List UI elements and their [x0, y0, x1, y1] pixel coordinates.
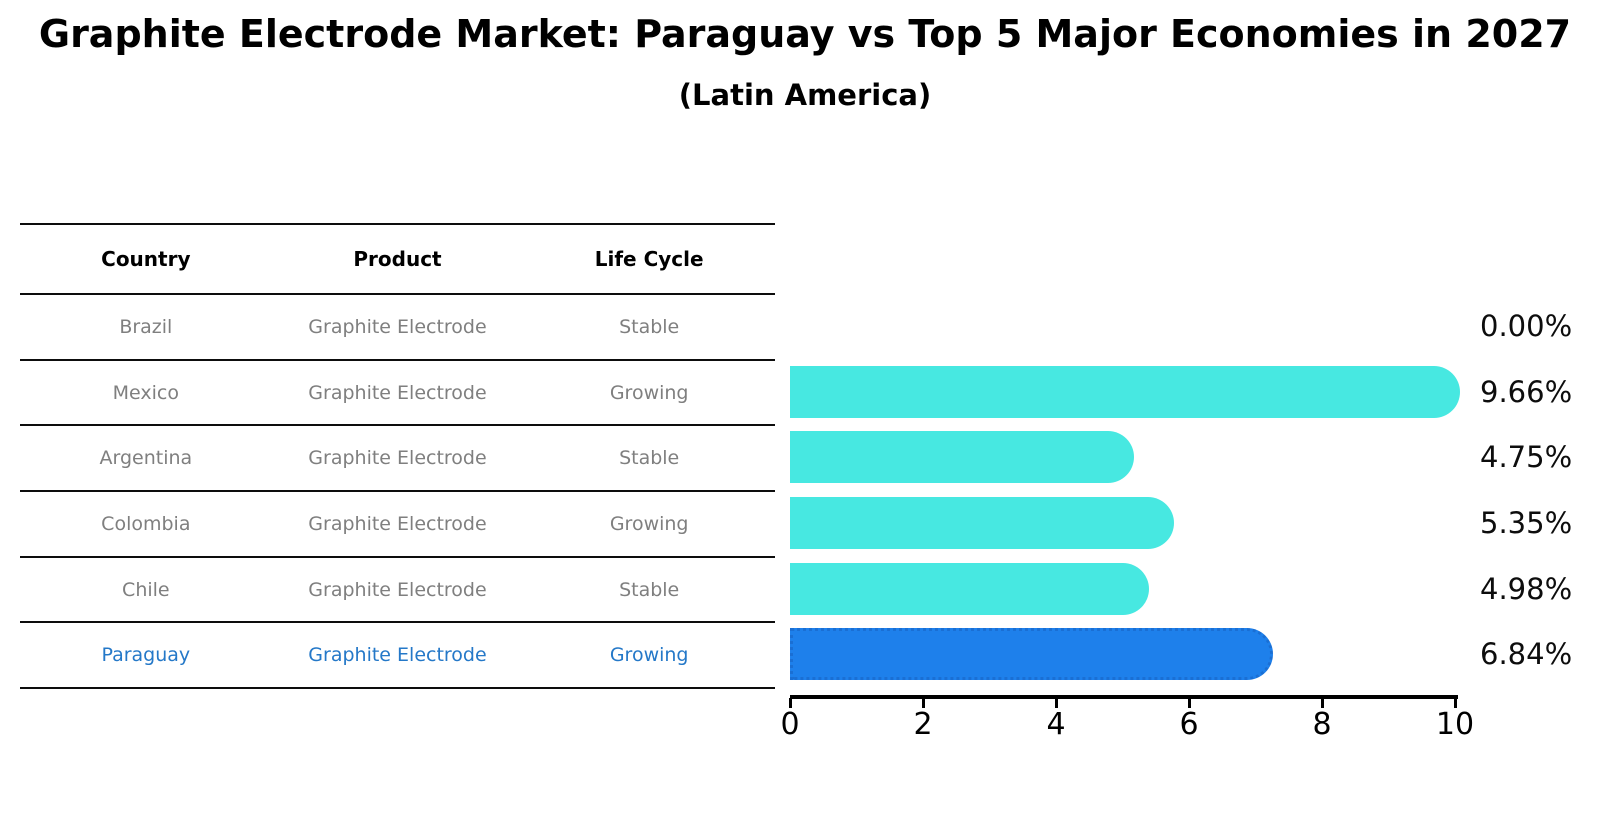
x-tick-label-0: 0	[780, 707, 800, 742]
cell-life-cycle-paraguay: Growing	[609, 644, 689, 667]
table-row-chile: Chile Graphite Electrode Stable	[20, 558, 775, 624]
cell-life-cycle-colombia: Growing	[609, 512, 689, 535]
value-label-brazil: 0.00%	[1480, 308, 1573, 343]
x-tick-10	[1453, 698, 1457, 708]
cell-product-brazil: Graphite Electrode	[308, 315, 487, 338]
cell-product-chile: Graphite Electrode	[308, 578, 487, 601]
value-label-mexico: 9.66%	[1480, 374, 1573, 409]
chart-subtitle: (Latin America)	[678, 78, 932, 112]
x-tick-8	[1320, 698, 1324, 708]
table-header-row: Country Product Life Cycle	[20, 223, 775, 295]
column-header-product: Product	[353, 247, 442, 271]
table-row-colombia: Colombia Graphite Electrode Growing	[20, 492, 775, 558]
cell-country-paraguay: Paraguay	[101, 644, 191, 667]
value-label-chile: 4.98%	[1480, 571, 1573, 606]
cell-country-chile: Chile	[122, 578, 170, 601]
x-axis-line	[790, 695, 1458, 699]
chart-title: Graphite Electrode Market: Paraguay vs T…	[38, 12, 1572, 56]
value-label-argentina: 4.75%	[1480, 440, 1573, 475]
table-body: Brazil Graphite Electrode Stable Mexico Grap…	[20, 295, 775, 690]
table-row-argentina: Argentina Graphite Electrode Stable	[20, 426, 775, 493]
bar-mexico	[790, 365, 1461, 418]
bar-colombia	[790, 496, 1174, 549]
cell-life-cycle-argentina: Stable	[619, 447, 680, 470]
table-row-mexico: Mexico Graphite Electrode Growing	[20, 361, 775, 427]
cell-life-cycle-brazil: Stable	[619, 315, 680, 338]
cell-country-argentina: Argentina	[99, 447, 193, 470]
bar-paraguay	[790, 628, 1273, 681]
bar-argentina	[790, 431, 1134, 484]
cell-life-cycle-mexico: Growing	[609, 381, 689, 404]
table-row-brazil: Brazil Graphite Electrode Stable	[20, 295, 775, 361]
x-tick-4	[1054, 698, 1058, 708]
value-label-colombia: 5.35%	[1480, 505, 1573, 540]
cell-country-colombia: Colombia	[101, 512, 191, 535]
column-header-life-cycle: Life Cycle	[594, 247, 704, 271]
column-header-country: Country	[101, 247, 191, 271]
cell-product-argentina: Graphite Electrode	[308, 447, 487, 470]
cell-product-paraguay: Graphite Electrode	[308, 644, 487, 667]
x-tick-label-6: 6	[1179, 707, 1199, 742]
cell-country-brazil: Brazil	[119, 315, 173, 338]
x-tick-label-8: 8	[1312, 707, 1332, 742]
cell-life-cycle-chile: Stable	[619, 578, 680, 601]
cell-product-mexico: Graphite Electrode	[308, 381, 487, 404]
country-table: Country Product Life Cycle Brazil Graphite …	[20, 223, 775, 690]
x-tick-6	[1187, 698, 1191, 708]
x-tick-label-2: 2	[913, 707, 933, 742]
x-tick-0	[788, 698, 792, 708]
x-tick-label-4: 4	[1046, 707, 1066, 742]
value-label-paraguay: 6.84%	[1480, 637, 1573, 672]
cell-country-mexico: Mexico	[112, 381, 179, 404]
cell-product-colombia: Graphite Electrode	[308, 512, 487, 535]
x-tick-label-10: 10	[1435, 707, 1475, 742]
bar-chile	[790, 562, 1150, 615]
table-row-paraguay: Paraguay Graphite Electrode Growing	[20, 623, 775, 690]
x-tick-2	[921, 698, 925, 708]
